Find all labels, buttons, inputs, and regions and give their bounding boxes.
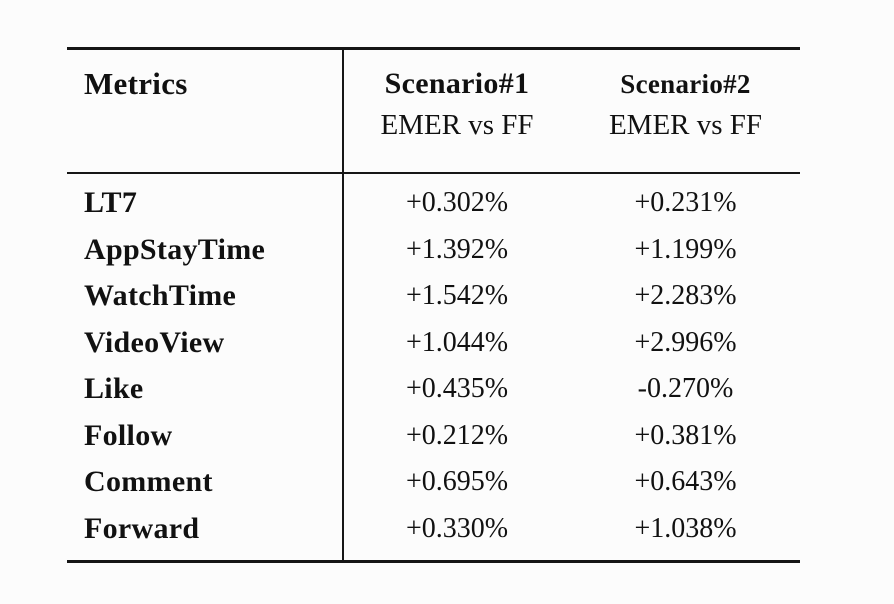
metric-name: LT7 <box>84 186 138 220</box>
metric-name: Comment <box>84 465 213 499</box>
scenario1-value: +0.212% <box>405 419 509 451</box>
table-row: Like +0.435% -0.270% <box>67 366 800 413</box>
table-row: VideoView +1.044% +2.996% <box>67 320 800 367</box>
metric-name: AppStayTime <box>84 232 266 266</box>
scenario2-value: +0.231% <box>634 187 737 219</box>
metric-name: WatchTime <box>84 279 237 313</box>
table-row: Forward +0.330% +1.038% <box>67 506 800 553</box>
metric-name: Follow <box>84 418 173 452</box>
metric-name: VideoView <box>84 325 225 359</box>
scenario2-value: +0.643% <box>634 466 737 498</box>
scenario1-value: +0.695% <box>405 466 509 498</box>
header-scenario2-title: Scenario#2 <box>620 69 751 99</box>
scenario1-value: +1.542% <box>405 280 509 312</box>
table-row: WatchTime +1.542% +2.283% <box>67 273 800 320</box>
scenario1-value: +1.392% <box>405 233 509 265</box>
scenario2-value: +1.199% <box>634 233 737 265</box>
header-scenario2: Scenario#2 EMER vs FF <box>571 64 800 146</box>
table-body: LT7 +0.302% +0.231% AppStayTime +1.392% … <box>67 174 800 560</box>
table-row: Follow +0.212% +0.381% <box>67 413 800 460</box>
table-header: Metrics Scenario#1 EMER vs FF Scenario#2… <box>67 50 800 174</box>
scenario2-value: +2.996% <box>634 326 737 358</box>
scenario2-value: -0.270% <box>637 373 734 405</box>
scenario2-value: +1.038% <box>634 512 737 544</box>
results-table: Metrics Scenario#1 EMER vs FF Scenario#2… <box>67 47 800 563</box>
scenario1-value: +0.330% <box>405 512 509 544</box>
scenario1-value: +0.302% <box>405 187 509 219</box>
scenario2-value: +0.381% <box>634 419 737 451</box>
table-row: Comment +0.695% +0.643% <box>67 459 800 506</box>
header-scenario1-title: Scenario#1 <box>384 67 530 100</box>
table-row: AppStayTime +1.392% +1.199% <box>67 227 800 274</box>
scenario1-value: +0.435% <box>405 373 509 405</box>
table-row: LT7 +0.302% +0.231% <box>67 180 800 227</box>
column-divider-rule <box>342 50 344 560</box>
scenario2-value: +2.283% <box>634 280 737 312</box>
header-metrics: Metrics <box>84 66 188 101</box>
metric-name: Forward <box>84 511 200 545</box>
scenario1-value: +1.044% <box>405 326 509 358</box>
header-scenario1: Scenario#1 EMER vs FF <box>343 64 571 146</box>
header-scenario2-subtitle: EMER vs FF <box>608 109 763 141</box>
header-scenario1-subtitle: EMER vs FF <box>380 109 534 141</box>
metric-name: Like <box>84 372 144 406</box>
